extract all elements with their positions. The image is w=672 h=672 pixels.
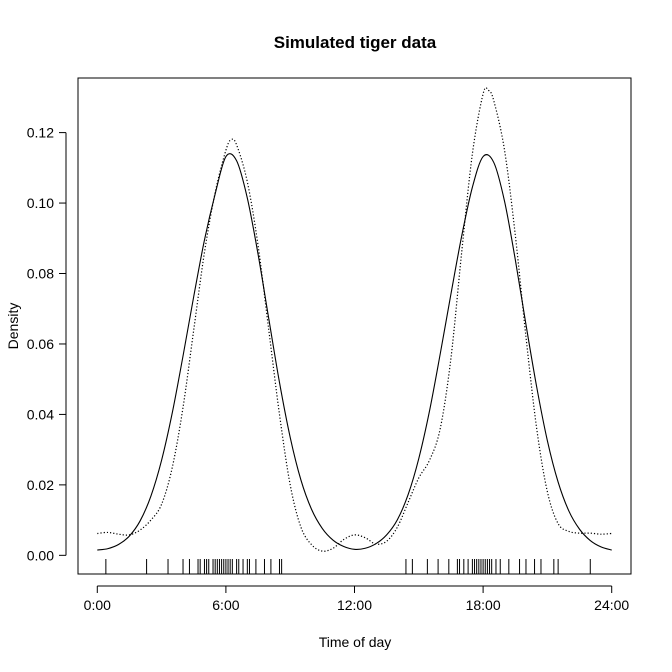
y-tick-label: 0.12 [27, 125, 54, 141]
series-layer [97, 87, 612, 552]
chart-title: Simulated tiger data [274, 33, 437, 52]
x-tick-label: 24:00 [594, 597, 629, 613]
solid-density-curve [97, 153, 612, 551]
dotted-density-curve [97, 87, 612, 552]
y-axis: 0.00 0.02 0.04 0.06 0.08 0.10 0.12 [27, 125, 67, 563]
y-tick-label: 0.02 [27, 477, 54, 493]
rug-layer [105, 559, 591, 574]
x-tick-label: 0:00 [84, 597, 111, 613]
plot-frame [77, 77, 632, 575]
x-axis: 0:00 6:00 12:00 18:00 24:00 [84, 585, 629, 613]
y-tick-label: 0.10 [27, 195, 54, 211]
x-axis-label: Time of day [319, 634, 392, 650]
y-tick-label: 0.00 [27, 547, 54, 563]
y-tick-label: 0.06 [27, 336, 54, 352]
y-tick-label: 0.04 [27, 406, 54, 422]
y-axis-label: Density [5, 303, 21, 350]
x-tick-label: 18:00 [466, 597, 501, 613]
x-tick-label: 6:00 [212, 597, 239, 613]
x-tick-label: 12:00 [337, 597, 372, 613]
y-tick-label: 0.08 [27, 266, 54, 282]
